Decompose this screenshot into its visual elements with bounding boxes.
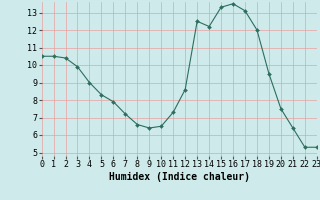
- X-axis label: Humidex (Indice chaleur): Humidex (Indice chaleur): [109, 172, 250, 182]
